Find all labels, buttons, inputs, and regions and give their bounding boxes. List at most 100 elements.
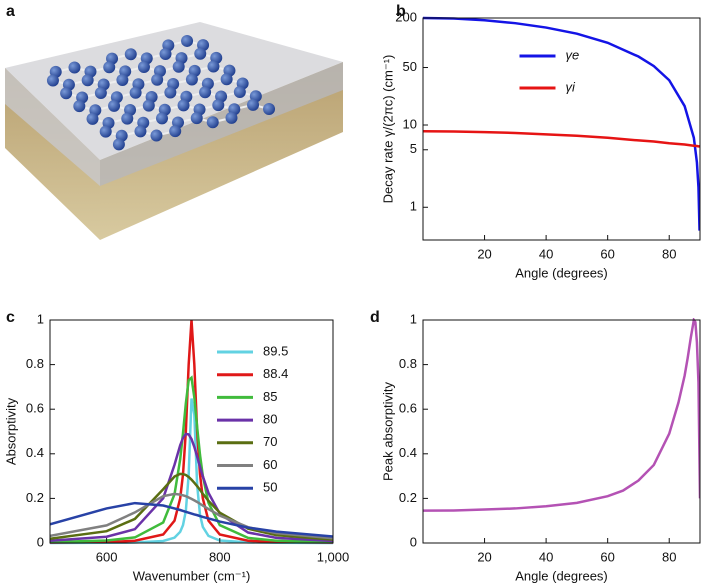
atom	[121, 112, 134, 125]
atom	[177, 99, 190, 112]
atom	[194, 47, 207, 60]
atom	[199, 86, 212, 99]
y-tick-label: 0.8	[399, 356, 417, 371]
y-axis-label: Peak absorptivity	[380, 382, 395, 481]
y-tick-label: 0.2	[26, 490, 44, 505]
atom	[150, 129, 163, 142]
plot-frame	[422, 319, 701, 544]
atom	[99, 125, 112, 138]
atom	[60, 87, 73, 100]
x-tick-label: 80	[662, 549, 676, 564]
atom	[247, 98, 260, 111]
x-axis-label: Angle (degrees)	[515, 265, 608, 280]
atom	[129, 86, 142, 99]
glass-right	[100, 62, 343, 186]
atom	[233, 86, 246, 99]
data-line	[423, 318, 700, 512]
y-tick-label: 1	[37, 311, 44, 326]
atom	[181, 34, 194, 47]
atom	[151, 73, 164, 86]
y-tick-label: 0.6	[26, 401, 44, 416]
legend-label: γe	[566, 47, 580, 62]
x-tick-label: 40	[539, 549, 553, 564]
x-tick-label: 40	[539, 246, 553, 261]
legend-label: 85	[263, 389, 277, 404]
data-line	[50, 398, 333, 545]
legend-label: 60	[263, 457, 277, 472]
x-axis-label: Wavenumber (cm⁻¹)	[133, 568, 251, 583]
atom	[225, 111, 238, 124]
data-line	[50, 375, 333, 544]
atom	[207, 60, 220, 73]
data-line	[50, 472, 333, 541]
atom	[81, 74, 94, 87]
panel-label: c	[6, 309, 15, 326]
atom	[142, 99, 155, 112]
atom	[169, 125, 182, 138]
panel-label: d	[370, 309, 380, 326]
plot-frame	[49, 319, 334, 544]
atom	[112, 138, 125, 151]
atom	[137, 60, 150, 73]
panel-label: a	[6, 3, 15, 20]
x-tick-label: 60	[600, 246, 614, 261]
atom	[156, 112, 169, 125]
atom	[190, 112, 203, 125]
atom	[46, 74, 59, 87]
legend-label: 80	[263, 412, 277, 427]
atom	[86, 112, 99, 125]
atom	[134, 125, 147, 138]
x-tick-label: 60	[600, 549, 614, 564]
atom	[172, 60, 185, 73]
y-axis-label: Absorptivity	[3, 397, 18, 465]
y-tick-label: 10	[403, 116, 417, 131]
atom	[108, 99, 121, 112]
atom	[94, 87, 107, 100]
atom	[116, 74, 129, 87]
y-tick-label: 1	[410, 311, 417, 326]
y-tick-label: 0.2	[399, 490, 417, 505]
atom	[68, 61, 81, 74]
data-line	[423, 16, 700, 231]
glass-left	[5, 68, 100, 186]
data-line	[50, 492, 333, 540]
atom	[185, 73, 198, 86]
y-tick-label: 0.8	[26, 356, 44, 371]
x-tick-label: 600	[96, 549, 118, 564]
x-tick-label: 80	[662, 246, 676, 261]
graphene-illustration	[5, 22, 343, 240]
x-tick-label: 20	[477, 549, 491, 564]
y-tick-label: 0.4	[399, 445, 417, 460]
y-tick-label: 0.6	[399, 401, 417, 416]
plot-frame	[422, 17, 701, 241]
atom	[103, 61, 116, 74]
y-tick-label: 200	[395, 9, 417, 24]
legend-label: 89.5	[263, 343, 288, 358]
y-tick-label: 50	[403, 59, 417, 74]
atom	[263, 103, 276, 116]
data-line	[50, 501, 333, 538]
legend-label: 88.4	[263, 366, 288, 381]
x-axis-label: Angle (degrees)	[515, 568, 608, 583]
data-line	[50, 432, 333, 543]
atom	[212, 99, 225, 112]
y-tick-label: 5	[410, 141, 417, 156]
legend-label: γi	[566, 79, 577, 94]
y-tick-label: 0	[37, 534, 44, 549]
data-line	[423, 129, 700, 148]
legend-label: 70	[263, 434, 277, 449]
y-tick-label: 1	[410, 199, 417, 214]
y-tick-label: 0.4	[26, 445, 44, 460]
x-tick-label: 20	[477, 246, 491, 261]
atom	[220, 73, 233, 86]
legend-label: 50	[263, 480, 277, 495]
panel-label: b	[396, 3, 406, 20]
y-axis-label: Decay rate γ/(2πc) (cm⁻¹)	[380, 55, 395, 204]
atom	[124, 48, 137, 61]
atom	[159, 47, 172, 60]
atom	[206, 116, 219, 129]
x-tick-label: 800	[209, 549, 231, 564]
x-tick-label: 1,000	[317, 549, 350, 564]
y-tick-label: 0	[410, 534, 417, 549]
